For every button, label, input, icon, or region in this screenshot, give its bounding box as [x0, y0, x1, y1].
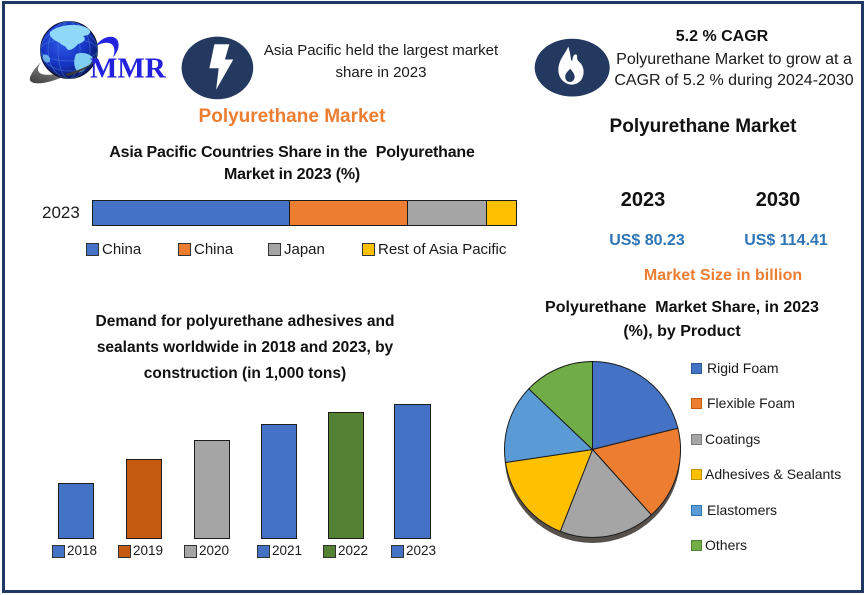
svg-text:MMR: MMR: [90, 53, 167, 85]
